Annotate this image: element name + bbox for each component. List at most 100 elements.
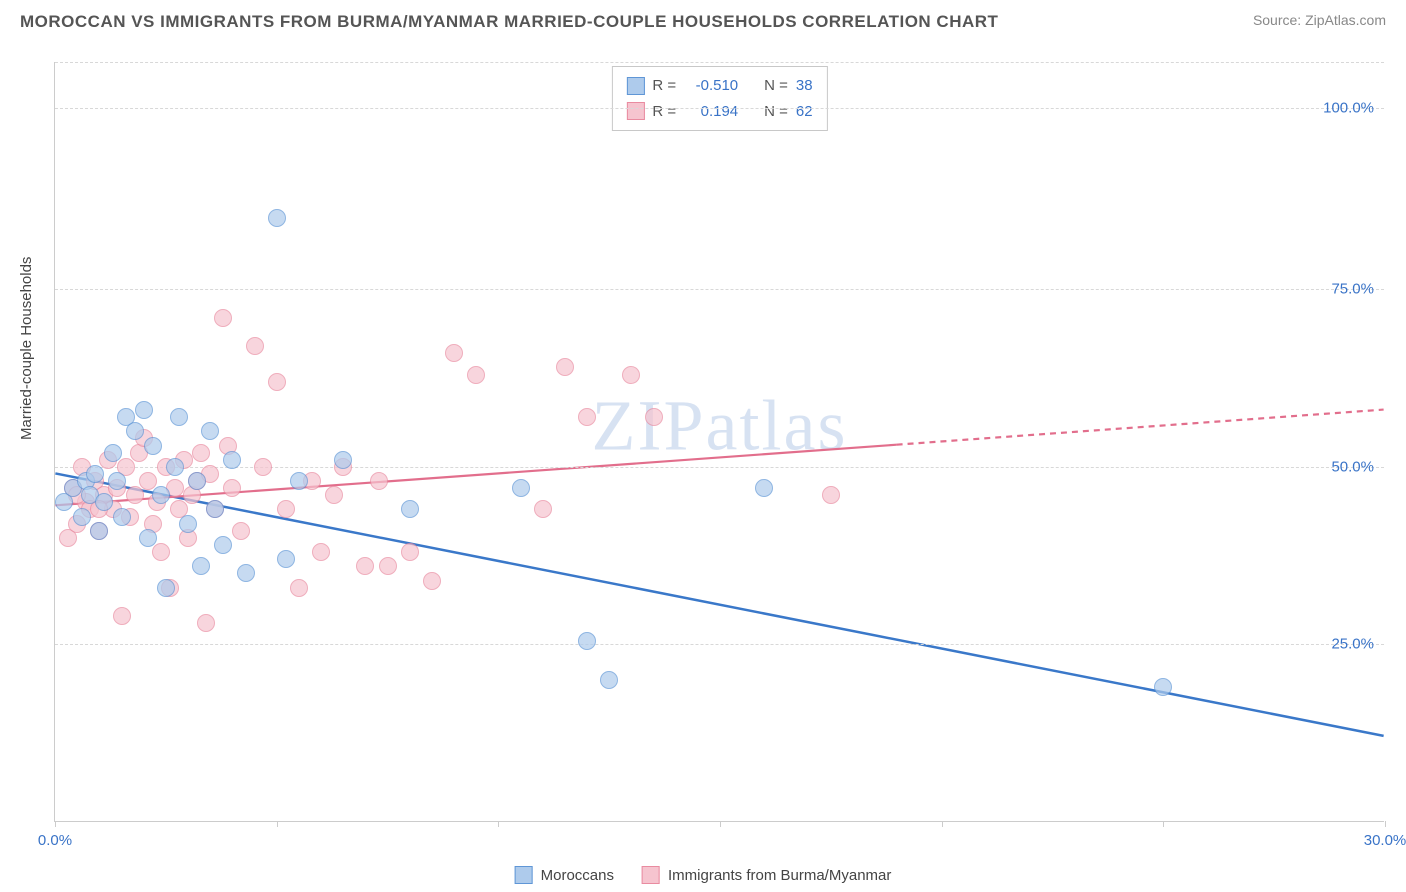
scatter-point-blue bbox=[170, 408, 188, 426]
y-tick-label: 75.0% bbox=[1331, 281, 1374, 298]
gridline-horizontal bbox=[55, 108, 1384, 109]
scatter-point-blue bbox=[755, 479, 773, 497]
scatter-point-blue bbox=[157, 579, 175, 597]
scatter-point-pink bbox=[325, 486, 343, 504]
legend-swatch bbox=[642, 866, 660, 884]
scatter-point-blue bbox=[268, 209, 286, 227]
x-tick bbox=[1163, 821, 1164, 827]
scatter-point-blue bbox=[277, 550, 295, 568]
scatter-point-pink bbox=[277, 500, 295, 518]
scatter-point-pink bbox=[423, 572, 441, 590]
scatter-point-blue bbox=[1154, 678, 1172, 696]
x-tick bbox=[720, 821, 721, 827]
scatter-point-pink bbox=[578, 408, 596, 426]
scatter-point-blue bbox=[578, 632, 596, 650]
scatter-point-blue bbox=[237, 564, 255, 582]
n-value: 62 bbox=[796, 99, 813, 125]
r-label: R = bbox=[652, 99, 676, 125]
correlation-legend: R = -0.510 N = 38 R = 0.194 N = 62 bbox=[611, 66, 827, 131]
scatter-point-pink bbox=[822, 486, 840, 504]
n-label: N = bbox=[764, 73, 788, 99]
scatter-point-pink bbox=[534, 500, 552, 518]
gridline-horizontal bbox=[55, 644, 1384, 645]
scatter-point-pink bbox=[467, 366, 485, 384]
scatter-point-pink bbox=[246, 337, 264, 355]
scatter-point-pink bbox=[622, 366, 640, 384]
scatter-point-blue bbox=[223, 451, 241, 469]
scatter-point-pink bbox=[445, 344, 463, 362]
x-tick bbox=[277, 821, 278, 827]
legend-series-label: Moroccans bbox=[541, 867, 614, 884]
scatter-point-blue bbox=[113, 508, 131, 526]
regression-line bbox=[55, 473, 1383, 735]
scatter-point-blue bbox=[334, 451, 352, 469]
scatter-point-pink bbox=[312, 543, 330, 561]
chart-plot-area: ZIPatlas R = -0.510 N = 38 R = 0.194 N = 62 25.… bbox=[54, 62, 1384, 822]
watermark-text: ZIPatlas bbox=[592, 385, 848, 468]
scatter-point-blue bbox=[512, 479, 530, 497]
scatter-point-blue bbox=[179, 515, 197, 533]
scatter-point-blue bbox=[144, 437, 162, 455]
scatter-point-pink bbox=[152, 543, 170, 561]
x-tick bbox=[1385, 821, 1386, 827]
n-value: 38 bbox=[796, 73, 813, 99]
r-value: 0.194 bbox=[684, 99, 738, 125]
scatter-point-blue bbox=[104, 444, 122, 462]
scatter-point-pink bbox=[645, 408, 663, 426]
legend-series-item: Moroccans bbox=[515, 866, 614, 884]
scatter-point-pink bbox=[223, 479, 241, 497]
scatter-point-blue bbox=[166, 458, 184, 476]
y-tick-label: 50.0% bbox=[1331, 458, 1374, 475]
x-tick-label: 0.0% bbox=[38, 832, 72, 849]
n-label: N = bbox=[764, 99, 788, 125]
series-legend: Moroccans Immigrants from Burma/Myanmar bbox=[515, 866, 892, 884]
scatter-point-blue bbox=[290, 472, 308, 490]
scatter-point-pink bbox=[139, 472, 157, 490]
legend-stat-row: R = -0.510 N = 38 bbox=[626, 73, 812, 99]
scatter-point-pink bbox=[197, 614, 215, 632]
scatter-point-pink bbox=[268, 373, 286, 391]
scatter-point-blue bbox=[201, 422, 219, 440]
legend-series-item: Immigrants from Burma/Myanmar bbox=[642, 866, 891, 884]
scatter-point-blue bbox=[73, 508, 91, 526]
chart-title: MOROCCAN VS IMMIGRANTS FROM BURMA/MYANMA… bbox=[20, 12, 998, 32]
regression-line bbox=[897, 410, 1384, 445]
legend-stat-row: R = 0.194 N = 62 bbox=[626, 99, 812, 125]
gridline-horizontal bbox=[55, 289, 1384, 290]
scatter-point-blue bbox=[139, 529, 157, 547]
scatter-point-pink bbox=[232, 522, 250, 540]
legend-series-label: Immigrants from Burma/Myanmar bbox=[668, 867, 891, 884]
x-tick bbox=[498, 821, 499, 827]
scatter-point-pink bbox=[214, 309, 232, 327]
scatter-point-blue bbox=[86, 465, 104, 483]
scatter-point-pink bbox=[113, 607, 131, 625]
legend-swatch bbox=[626, 77, 644, 95]
scatter-point-blue bbox=[188, 472, 206, 490]
x-tick bbox=[55, 821, 56, 827]
scatter-point-blue bbox=[108, 472, 126, 490]
scatter-point-blue bbox=[135, 401, 153, 419]
scatter-point-pink bbox=[401, 543, 419, 561]
y-tick-label: 25.0% bbox=[1331, 636, 1374, 653]
scatter-point-blue bbox=[206, 500, 224, 518]
scatter-point-blue bbox=[90, 522, 108, 540]
y-axis-label: Married-couple Households bbox=[18, 257, 35, 440]
y-tick-label: 100.0% bbox=[1323, 100, 1374, 117]
source-label: Source: ZipAtlas.com bbox=[1253, 12, 1386, 28]
scatter-point-pink bbox=[254, 458, 272, 476]
scatter-point-pink bbox=[290, 579, 308, 597]
scatter-point-blue bbox=[95, 493, 113, 511]
regression-lines-layer bbox=[55, 62, 1384, 821]
scatter-point-blue bbox=[152, 486, 170, 504]
scatter-point-blue bbox=[214, 536, 232, 554]
r-value: -0.510 bbox=[684, 73, 738, 99]
scatter-point-pink bbox=[379, 557, 397, 575]
gridline-horizontal bbox=[55, 62, 1384, 63]
r-label: R = bbox=[652, 73, 676, 99]
legend-swatch bbox=[626, 102, 644, 120]
legend-swatch bbox=[515, 866, 533, 884]
x-tick-label: 30.0% bbox=[1364, 832, 1406, 849]
scatter-point-blue bbox=[401, 500, 419, 518]
scatter-point-blue bbox=[192, 557, 210, 575]
scatter-point-pink bbox=[370, 472, 388, 490]
